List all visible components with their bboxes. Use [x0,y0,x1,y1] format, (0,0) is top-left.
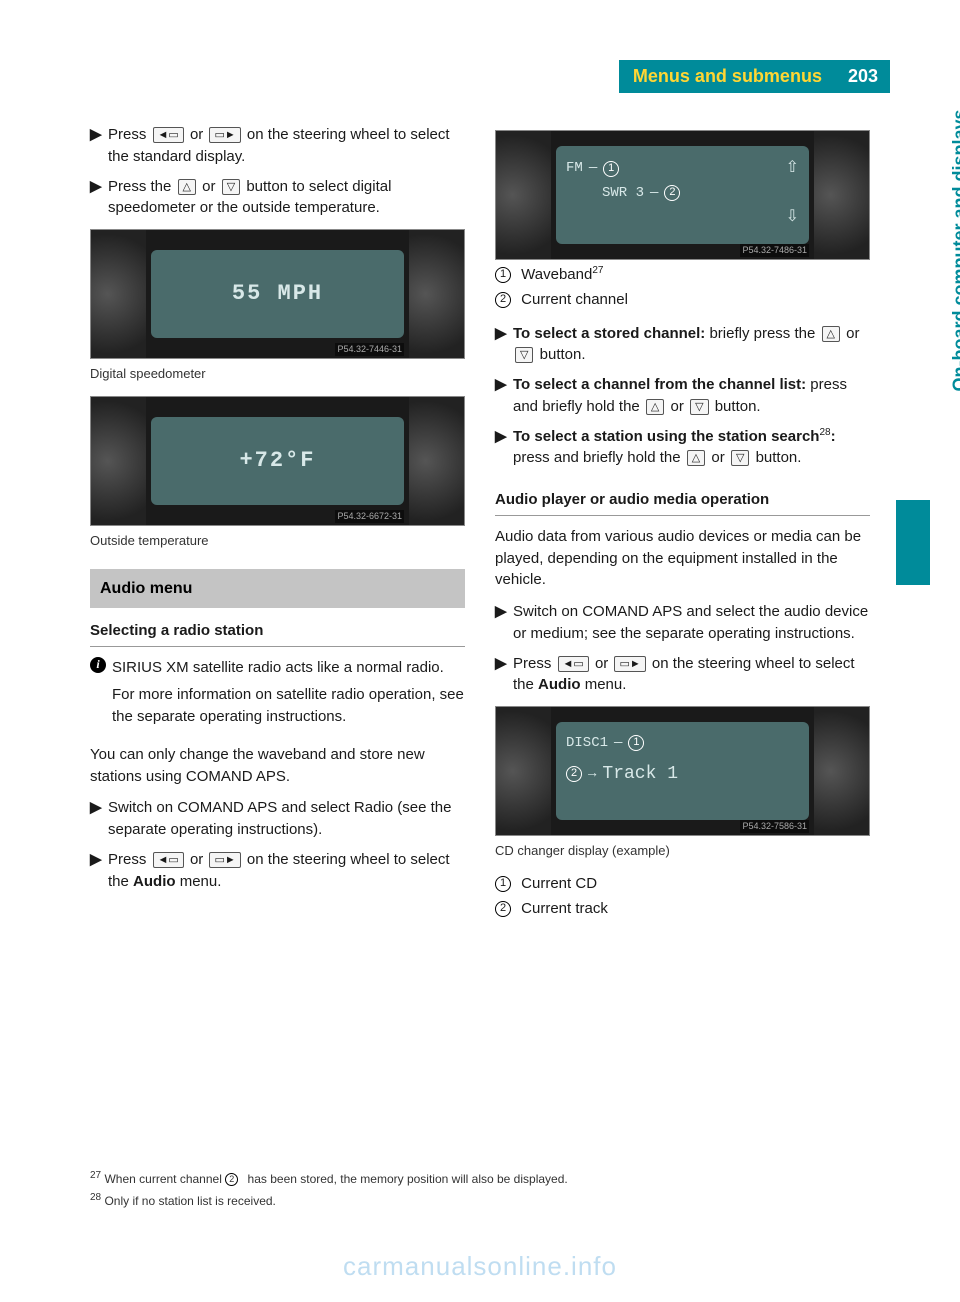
right-button-icon: ▭► [209,852,240,868]
callout-1-icon: 1 [495,876,511,892]
step-marker: ▶ [495,374,513,418]
subsection-audio-player: Audio player or audio media operation [495,489,870,516]
left-button-icon: ◄▭ [153,127,184,143]
speedometer-image: 55 MPH P54.32-7446-31 [90,229,465,359]
image-caption: CD changer display (example) [495,842,870,861]
step-marker: ▶ [90,849,108,893]
image-ref: P54.32-7486-31 [740,244,809,257]
down-button-icon: ▽ [515,347,533,363]
left-button-icon: ◄▭ [153,852,184,868]
callout-2-icon: 2 [495,292,511,308]
step-marker: ▶ [495,601,513,645]
right-button-icon: ▭► [209,127,240,143]
step-text: To select a stored channel: briefly pres… [513,323,870,367]
paragraph: You can only change the waveband and sto… [90,744,465,788]
image-ref: P54.32-6672-31 [335,510,404,523]
paragraph: Audio data from various audio devices or… [495,526,870,591]
down-button-icon: ▽ [731,450,749,466]
down-button-icon: ▽ [222,179,240,195]
header-bar: Menus and submenus 203 [619,60,890,93]
callout-waveband: 1 Waveband27 [495,264,870,286]
step-marker: ▶ [495,653,513,697]
image-caption: Digital speedometer [90,365,465,384]
step-text: Press the △ or ▽ button to select digita… [108,176,465,220]
right-column: FM — 1 ⇧ SWR 3 — 2 ⇩ [495,120,870,922]
step-3: ▶ Switch on COMAND APS and select Radio … [90,797,465,841]
step-5: ▶ To select a stored channel: briefly pr… [495,323,870,367]
up-button-icon: △ [646,399,664,415]
callout-2-icon: 2 [495,901,511,917]
step-marker: ▶ [90,124,108,168]
info-note: i SIRIUS XM satellite radio acts like a … [90,657,465,738]
watermark: carmanualsonline.info [0,1251,960,1282]
callout-current-track: 2 Current track [495,898,870,920]
callout-1-icon: 1 [495,267,511,283]
down-button-icon: ▽ [690,399,708,415]
up-button-icon: △ [822,326,840,342]
up-button-icon: △ [178,179,196,195]
left-button-icon: ◄▭ [558,656,589,672]
step-text: Press ◄▭ or ▭► on the steering wheel to … [108,849,465,893]
side-tab-text: On-board computer and displays [950,109,960,391]
image-caption: Outside temperature [90,532,465,551]
step-1: ▶ Press ◄▭ or ▭► on the steering wheel t… [90,124,465,168]
info-text: SIRIUS XM satellite radio acts like a no… [112,657,465,738]
footnote-28: 28 Only if no station list is received. [90,1190,870,1210]
step-2: ▶ Press the △ or ▽ button to select digi… [90,176,465,220]
step-text: Press ◄▭ or ▭► on the steering wheel to … [513,653,870,697]
step-4: ▶ Press ◄▭ or ▭► on the steering wheel t… [90,849,465,893]
cd-image: DISC1 — 1 2 → Track 1 P54.32-7586-31 [495,706,870,836]
side-tab-block [896,500,930,585]
step-9: ▶ Press ◄▭ or ▭► on the steering wheel t… [495,653,870,697]
step-text: Switch on COMAND APS and select Radio (s… [108,797,465,841]
callout-channel: 2 Current channel [495,289,870,311]
left-column: ▶ Press ◄▭ or ▭► on the steering wheel t… [90,120,465,922]
step-8: ▶ Switch on COMAND APS and select the au… [495,601,870,645]
step-text: Switch on COMAND APS and select the audi… [513,601,870,645]
step-6: ▶ To select a channel from the channel l… [495,374,870,418]
header-title: Menus and submenus [619,60,836,93]
page: Menus and submenus 203 On-board computer… [0,0,960,1302]
image-ref: P54.32-7446-31 [335,343,404,356]
step-marker: ▶ [495,426,513,470]
audio-menu-header: Audio menu [90,569,465,608]
down-arrow-icon: ⇩ [786,206,799,229]
lcd-display: FM — 1 ⇧ SWR 3 — 2 ⇩ [556,146,809,244]
step-text: To select a station using the station se… [513,426,870,470]
callout-1-icon: 1 [603,161,619,177]
temperature-image: +72°F P54.32-6672-31 [90,396,465,526]
step-7: ▶ To select a station using the station … [495,426,870,470]
up-arrow-icon: ⇧ [786,157,799,180]
lcd-display: +72°F [151,417,404,505]
callout-2-icon: 2 [566,766,582,782]
step-text: Press ◄▭ or ▭► on the steering wheel to … [108,124,465,168]
image-ref: P54.32-7586-31 [740,820,809,833]
callout-1-icon: 1 [628,735,644,751]
subsection-radio: Selecting a radio station [90,620,465,647]
right-button-icon: ▭► [614,656,645,672]
footnote-27: 27 When current channel 2 has been store… [90,1168,870,1188]
info-icon: i [90,657,112,675]
step-text: To select a channel from the channel lis… [513,374,870,418]
footnotes: 27 When current channel 2 has been store… [90,1166,870,1212]
page-number: 203 [836,60,890,93]
step-marker: ▶ [90,797,108,841]
step-marker: ▶ [495,323,513,367]
up-button-icon: △ [687,450,705,466]
lcd-display: DISC1 — 1 2 → Track 1 [556,722,809,820]
lcd-display: 55 MPH [151,250,404,338]
content-columns: ▶ Press ◄▭ or ▭► on the steering wheel t… [90,120,870,922]
radio-image: FM — 1 ⇧ SWR 3 — 2 ⇩ [495,130,870,260]
callout-current-cd: 1 Current CD [495,873,870,895]
callout-2-icon: 2 [664,185,680,201]
step-marker: ▶ [90,176,108,220]
